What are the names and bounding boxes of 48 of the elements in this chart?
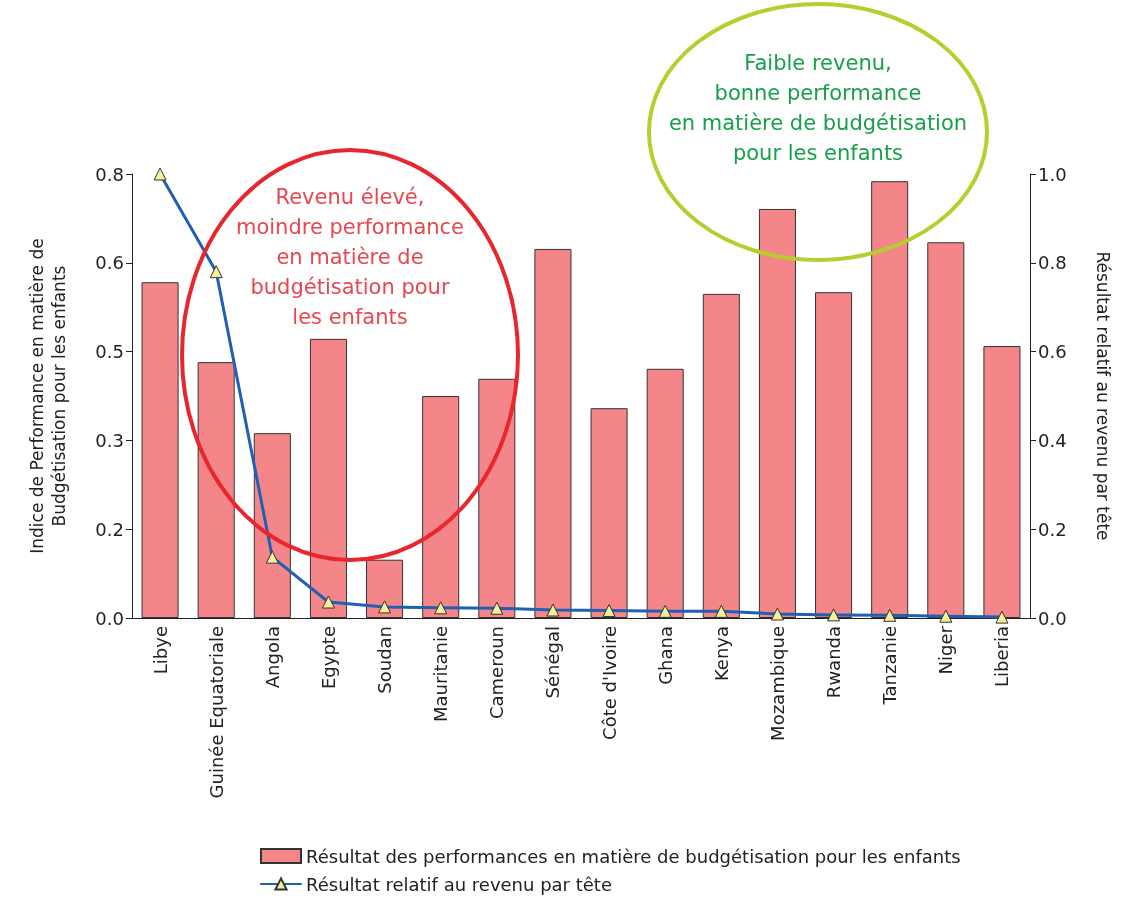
bar [478,378,516,618]
x-tick-label: Liberia [991,626,1013,687]
y2-tick-label: 0.6 [1038,341,1067,363]
annotation: Revenu élevé, moindre performance en matière de budgétisation pour les enfants [235,185,465,329]
x-tick-label: Soudan [374,626,396,694]
y2-tick-label: 0.8 [1038,252,1067,274]
bar [590,408,628,618]
bar [702,293,740,618]
x-tick-label: Kenya [710,626,732,682]
x-tick-label: Sénégal [542,626,564,699]
bar [422,396,460,618]
text: Faible revenu, bonne performance en matière de budgétisation pour les enfants [668,51,968,165]
bar [758,208,796,618]
y-tick-label: 0.6 [95,252,124,274]
bar [141,282,179,618]
x-tick-label: Rwanda [823,626,845,699]
x-tick-label: Angola [261,626,283,689]
y2-tick-label: 1.0 [1038,163,1067,185]
x-tick-label: Côte d'Ivoire [598,626,620,740]
x-tick-label: Niger [935,625,957,675]
bar [309,338,347,618]
legend-label: Résultat des performances en matière de budgétisation pour les enfants [306,845,961,867]
x-tick-label: Ghana [654,626,676,685]
y2-tick-label: 0.0 [1038,607,1067,629]
bar [366,559,404,618]
bar [646,368,684,618]
y2-tick-label: 0.4 [1038,429,1067,451]
bar [253,433,291,618]
x-tick-label: Cameroun [486,626,508,720]
bar [815,292,853,618]
y2-axis-title: Résultat relatif au revenu par tête [1093,251,1113,541]
bar [197,362,235,618]
y2-tick-label: 0.2 [1038,518,1067,540]
legend-label: Résultat relatif au revenu par tête [306,873,612,895]
y-tick-label: 0.8 [95,163,124,185]
x-tick-label: Mauritanie [430,626,452,722]
y-tick-label: 0.0 [95,607,124,629]
x-tick-label: Libye [149,626,171,675]
y-axis-title: Indice de Performance en matière de Budgétisation pour les enfants [27,238,69,554]
x-tick-label: Mozambique [766,626,788,741]
x-tick-label: Egypte [317,626,339,690]
x-tick-label: Guinée Equatoriale [205,626,227,799]
y-tick-label: 0.5 [95,341,124,363]
bar [871,181,909,618]
bar [534,248,572,618]
y-tick-label: 0.2 [95,518,124,540]
y-tick-label: 0.3 [95,429,124,451]
x-tick-label: Tanzanie [879,626,901,706]
